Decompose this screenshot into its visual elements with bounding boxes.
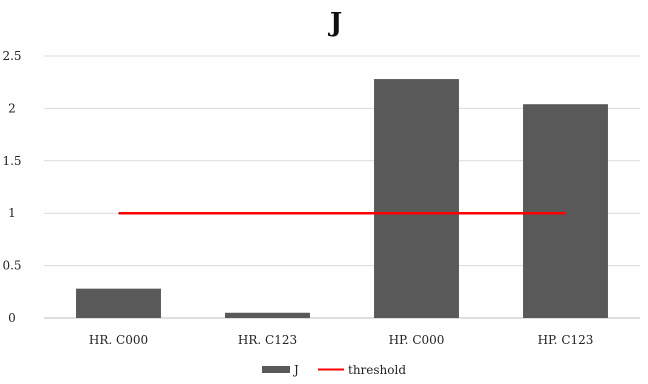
bar	[374, 79, 459, 318]
bars	[76, 79, 608, 318]
y-tick-label: 1.5	[2, 154, 21, 168]
x-axis-categories: HR. C000 HR. C123 HP. C000 HP. C123	[89, 333, 594, 347]
y-tick-label: 0.5	[2, 259, 21, 273]
bar	[76, 288, 161, 318]
y-tick-label: 2.5	[2, 49, 21, 63]
y-tick-label: 0	[8, 311, 16, 325]
chart-title: J	[328, 8, 342, 38]
x-category-label: HR. C123	[238, 333, 297, 347]
y-tick-label: 1	[8, 206, 16, 220]
legend-swatch-j	[262, 366, 290, 373]
x-category-label: HP. C123	[538, 333, 594, 347]
y-tick-label: 2	[8, 101, 16, 115]
bar	[225, 312, 310, 318]
y-axis-ticks: 0 0.5 1 1.5 2 2.5	[2, 49, 21, 325]
x-category-label: HP. C000	[389, 333, 445, 347]
x-category-label: HR. C000	[89, 333, 148, 347]
bar	[523, 104, 608, 318]
legend-label-j: J	[292, 363, 299, 377]
legend-label-threshold: threshold	[348, 363, 406, 377]
